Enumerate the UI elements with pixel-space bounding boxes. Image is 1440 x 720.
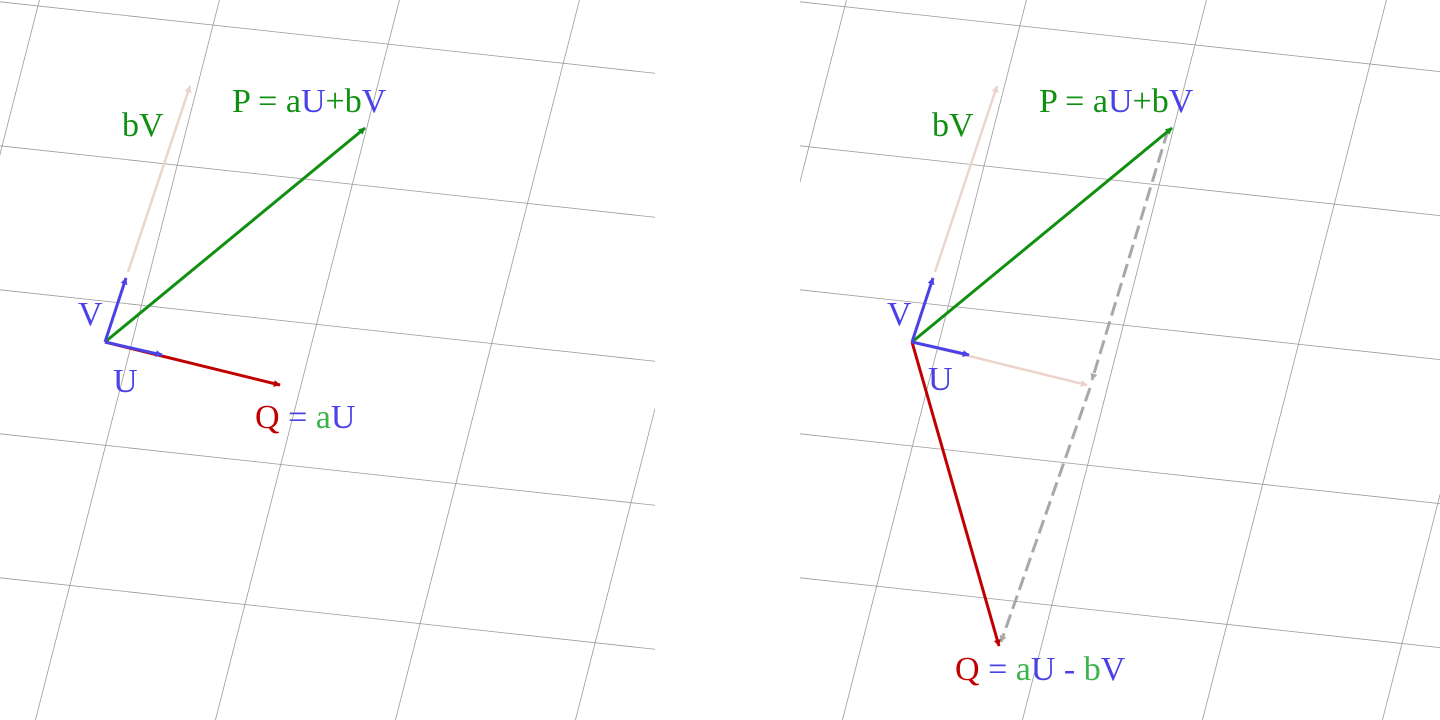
right-dash-lower [1001, 388, 1090, 642]
right-dash-upper [1092, 130, 1168, 380]
right-q-vector [912, 342, 999, 646]
right-label-v: V [887, 296, 912, 333]
left-label-bv: bV [122, 107, 164, 144]
right-u-vector [912, 342, 969, 355]
right-label-bv: bV [932, 107, 974, 144]
left-label-u: U [113, 363, 138, 400]
left-panel: bV P = aU+bV V U Q = aU [0, 0, 900, 720]
left-label-q: Q = aU [255, 399, 355, 436]
right-p-vector [912, 128, 1172, 342]
right-label-q: Q = aU - bV [955, 651, 1126, 688]
left-label-p: P = aU+bV [232, 83, 387, 120]
right-panel: bV P = aU+bV V U Q = aU - bV [600, 0, 1440, 720]
left-u-vector [105, 342, 162, 355]
right-label-u: U [928, 361, 953, 398]
left-label-v: V [78, 296, 103, 333]
right-grid [600, 0, 1440, 720]
right-label-p: P = aU+bV [1039, 83, 1194, 120]
left-p-vector [105, 128, 365, 342]
